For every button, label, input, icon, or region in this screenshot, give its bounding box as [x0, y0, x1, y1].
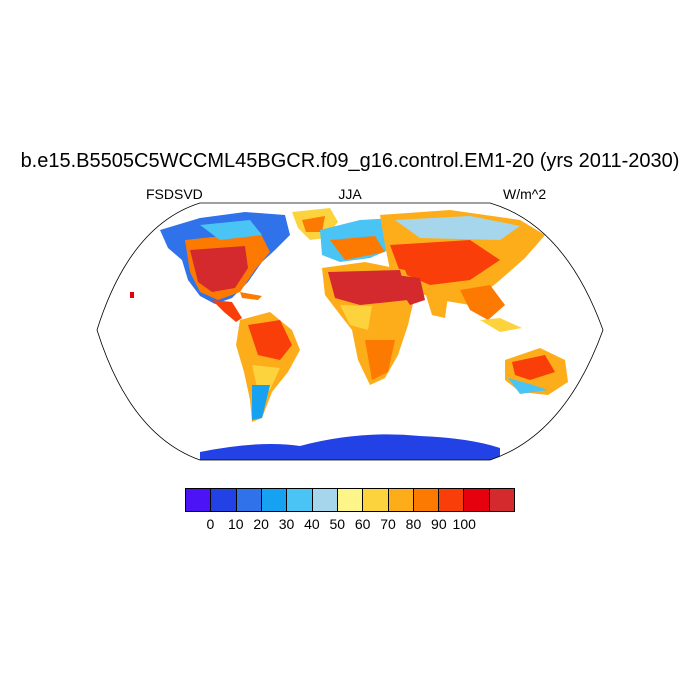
colorbar-swatch	[312, 489, 338, 511]
season-label: JJA	[338, 186, 362, 202]
antarctica	[200, 434, 500, 460]
colorbar-swatch	[464, 489, 490, 511]
colorbar-tick-label: 40	[304, 516, 320, 532]
plot-title: b.e15.B5505C5WCCML45BGCR.f09_g16.control…	[20, 150, 680, 172]
colorbar-swatch	[489, 489, 515, 511]
colorbar-swatch	[236, 489, 262, 511]
colorbar-tick-label: 100	[452, 516, 476, 532]
colorbar	[185, 488, 515, 512]
colorbar-tick-label: 0	[206, 516, 215, 532]
colorbar-tick-label: 20	[253, 516, 269, 532]
variable-label: FSDSVD	[146, 186, 203, 202]
colorbar-swatch	[287, 489, 313, 511]
map-border	[96, 202, 604, 461]
colorbar-swatch	[211, 489, 237, 511]
colorbar-labels: 0 10 20 30 40 50 60 70 80 90 100	[185, 516, 515, 534]
colorbar-swatch	[388, 489, 414, 511]
colorbar-tick-label: 50	[329, 516, 346, 532]
colorbar-swatch	[337, 489, 364, 511]
colorbar-tick-label: 80	[405, 516, 422, 532]
units-label: W/m^2	[503, 186, 547, 202]
colorbar-tick-label: 70	[380, 516, 396, 532]
colorbar-tick-label: 60	[354, 516, 371, 532]
colorbar-swatch	[261, 489, 288, 511]
colorbar-swatch	[439, 489, 465, 511]
colorbar-swatch	[363, 489, 389, 511]
colorbar-swatch	[186, 489, 212, 511]
colorbar-tick-label: 90	[431, 516, 447, 532]
colorbar-tick-label: 10	[227, 516, 244, 532]
colorbar-tick-label: 30	[278, 516, 295, 532]
colorbar-swatch	[413, 489, 440, 511]
